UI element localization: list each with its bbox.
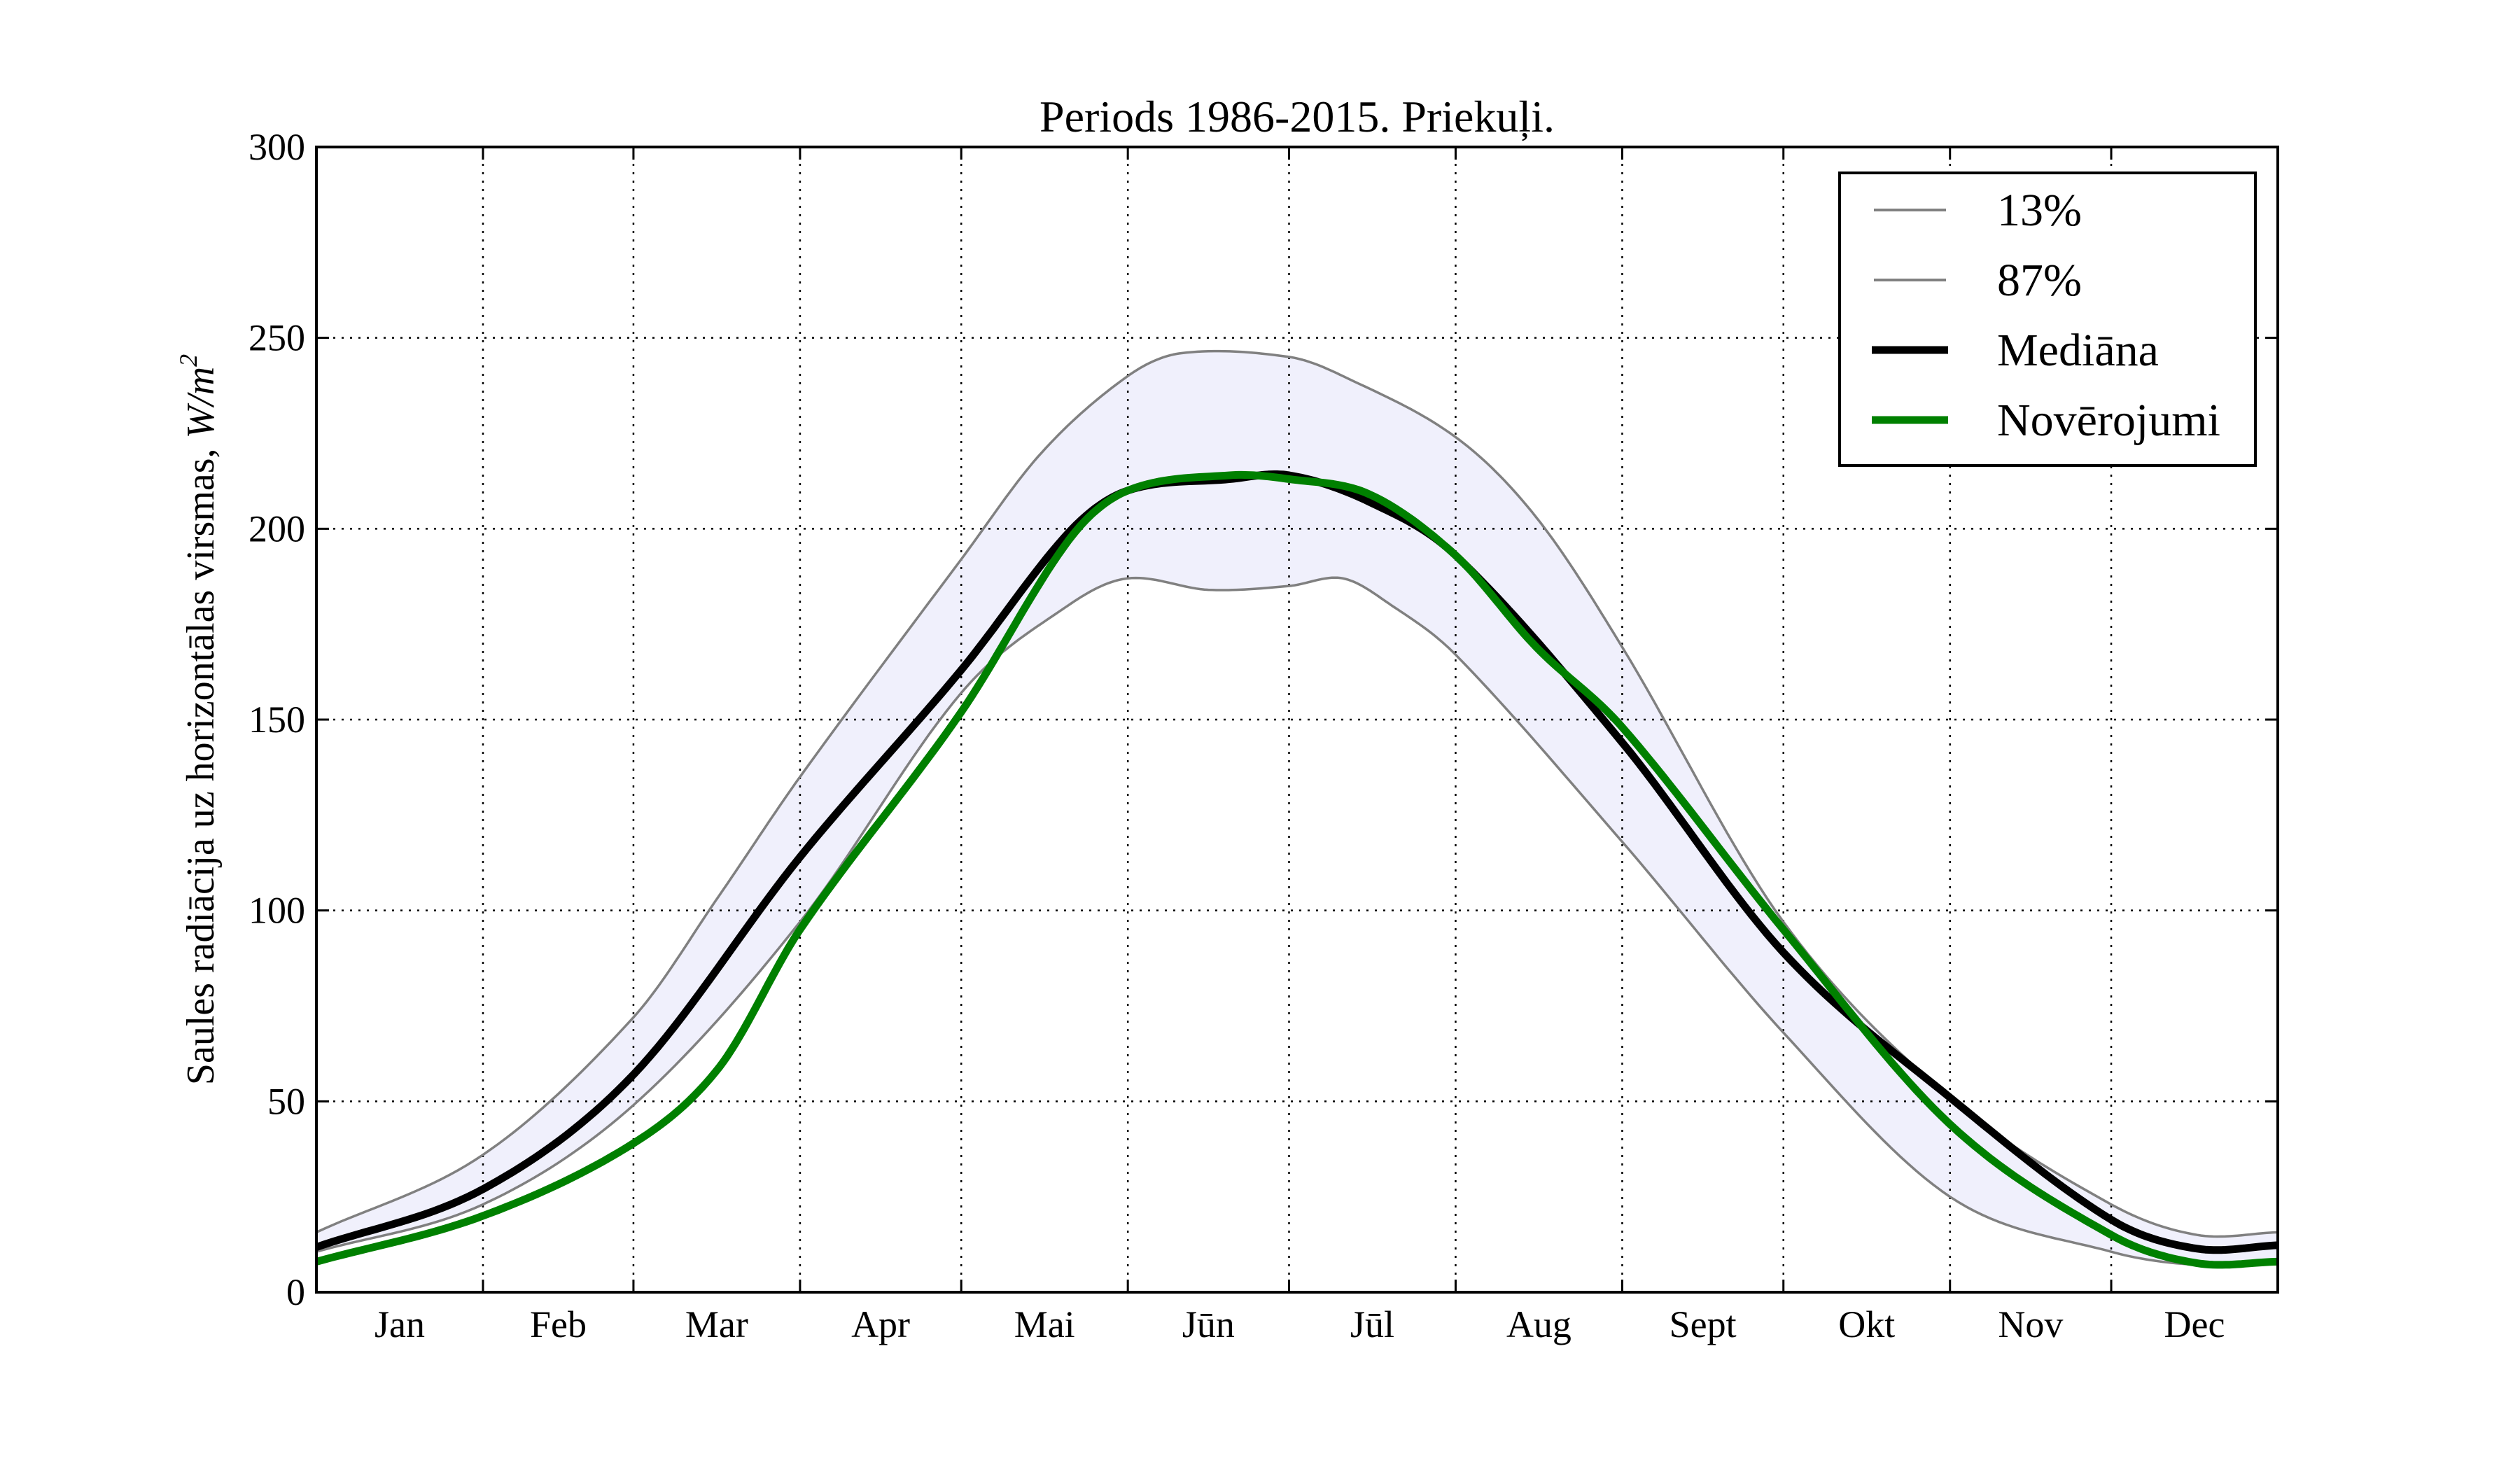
legend-label-13: 13% — [1997, 185, 2082, 236]
x-tick-label: Sept — [1670, 1303, 1737, 1345]
x-tick-label: Jūn — [1182, 1303, 1235, 1345]
y-tick-label: 150 — [248, 699, 305, 741]
x-tick-label: Okt — [1838, 1303, 1895, 1345]
x-tick-label: Jūl — [1350, 1303, 1394, 1345]
x-tick-label: Aug — [1506, 1303, 1572, 1345]
x-tick-label: Feb — [530, 1303, 587, 1345]
y-tick-label: 0 — [286, 1271, 305, 1313]
x-tick-label: Dec — [2164, 1303, 2225, 1345]
y-tick-label: 50 — [267, 1080, 305, 1122]
x-tick-label: Mar — [685, 1303, 748, 1345]
y-tick-label: 200 — [248, 507, 305, 550]
chart-title: Periods 1986-2015. Priekuļi. — [1040, 92, 1555, 141]
legend-label-observations: Novērojumi — [1997, 395, 2220, 446]
x-tick-label: Mai — [1014, 1303, 1075, 1345]
x-tick-label: Apr — [851, 1303, 910, 1345]
legend-label-87: 87% — [1997, 255, 2082, 306]
y-tick-label: 100 — [248, 890, 305, 932]
series-line-0 — [316, 576, 2278, 1266]
x-tick-label: Nov — [1998, 1303, 2063, 1345]
y-tick-label: 250 — [248, 317, 305, 359]
legend-label-median: Mediāna — [1997, 325, 2159, 376]
y-axis-label: Saules radiācija uz horizontālas virsmas… — [174, 354, 223, 1085]
series-line-3 — [315, 470, 2278, 1269]
x-tick-label: Jan — [374, 1303, 425, 1345]
y-tick-label: 300 — [248, 126, 305, 168]
legend: 13% 87% Mediāna Novērojumi — [1838, 172, 2257, 467]
